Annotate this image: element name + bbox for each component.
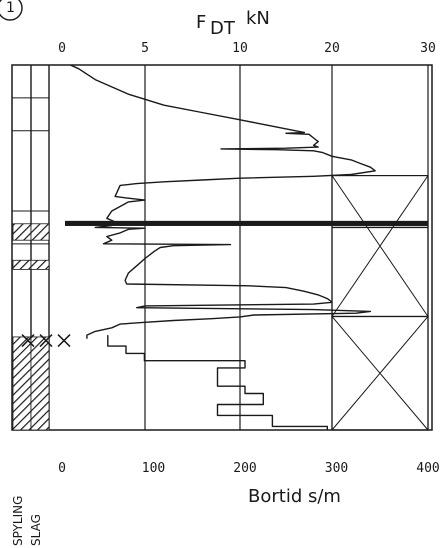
bortid-curve bbox=[107, 335, 328, 430]
top-axis-title-main: F bbox=[196, 12, 206, 33]
crossed-box bbox=[331, 315, 429, 431]
bottom-tick-label: 300 bbox=[325, 461, 348, 476]
side-labels: SPYLING SLAG bbox=[11, 496, 43, 546]
hatch-spyling bbox=[12, 336, 32, 431]
cross-mark bbox=[39, 334, 53, 348]
hatch-slag-upper bbox=[30, 223, 50, 241]
top-tick-label: 0 bbox=[58, 41, 66, 56]
spyling-slag-columns bbox=[12, 223, 71, 431]
side-label-spyling: SPYLING bbox=[11, 496, 25, 546]
top-axis-title-unit: kN bbox=[246, 8, 270, 29]
bottom-axis-title: Bortid s/m bbox=[248, 486, 341, 507]
crossed-box-diagonal bbox=[331, 316, 429, 431]
top-axis-title-sub: DT bbox=[210, 18, 236, 39]
bottom-tick-labels: 0 100 200 300 400 bbox=[58, 461, 440, 476]
bottom-tick-label: 400 bbox=[416, 461, 439, 476]
hatch-slag-upper bbox=[30, 259, 50, 270]
top-axis-title: F DT kN bbox=[196, 8, 270, 39]
curves bbox=[65, 64, 428, 430]
cross-mark bbox=[57, 334, 71, 348]
bottom-tick-label: 200 bbox=[233, 461, 256, 476]
hatch-spyling bbox=[12, 223, 32, 241]
top-tick-label: 5 bbox=[141, 41, 149, 56]
force-curve bbox=[70, 64, 376, 339]
top-tick-label: 10 bbox=[232, 41, 248, 56]
crossed-boxes bbox=[331, 174, 429, 431]
top-tick-labels: 0 5 10 20 30 bbox=[58, 41, 436, 56]
dense-band bbox=[65, 220, 428, 226]
plot-border bbox=[11, 64, 433, 431]
plot-frame bbox=[11, 64, 433, 431]
figure-number-text: 1 bbox=[6, 0, 15, 16]
hatch-slag bbox=[30, 336, 50, 431]
bottom-tick-label: 0 bbox=[58, 461, 66, 476]
bottom-tick-label: 100 bbox=[142, 461, 165, 476]
hatch-spyling bbox=[12, 259, 32, 270]
figure-number-circle bbox=[0, 0, 23, 21]
top-tick-label: 20 bbox=[324, 41, 340, 56]
crossed-box-diagonal bbox=[331, 175, 429, 317]
side-label-slag: SLAG bbox=[29, 514, 43, 546]
cross-mark bbox=[21, 334, 35, 348]
top-tick-label: 30 bbox=[420, 41, 436, 56]
figure-number: 1 bbox=[0, 0, 23, 21]
